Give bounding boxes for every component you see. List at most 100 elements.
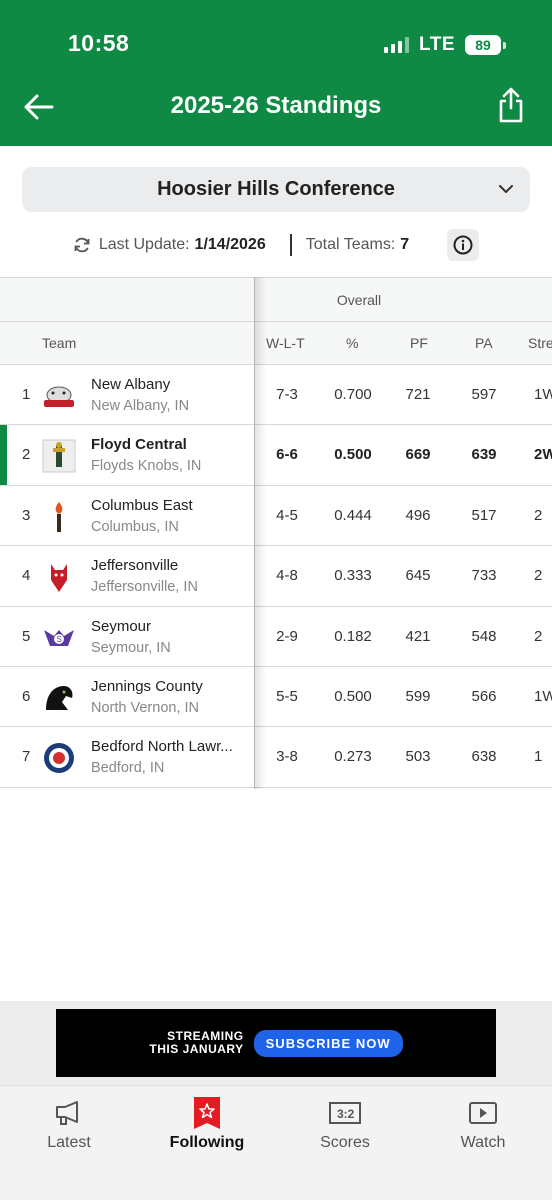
rank: 1 <box>22 386 31 403</box>
share-icon[interactable] <box>496 86 526 124</box>
page-title: 2025-26 Standings <box>170 92 382 119</box>
rank: 2 <box>22 446 31 464</box>
pct-value: 0.182 <box>334 627 372 645</box>
pa-value: 548 <box>471 627 497 645</box>
team-logo-icon <box>42 681 76 715</box>
battery-icon: 89 <box>465 35 506 55</box>
table-row[interactable]: 4 Jeffersonville Jeffersonville, IN 4-8 … <box>0 546 552 607</box>
ad-container: STREAMING THIS JANUARY SUBSCRIBE NOW <box>0 1001 552 1085</box>
tab-following[interactable]: Following <box>157 1096 257 1152</box>
team-name[interactable]: Floyd Central <box>91 436 187 454</box>
wlt-value: 3-8 <box>276 748 298 766</box>
pa-value: 638 <box>471 748 497 766</box>
team-location: Jeffersonville, IN <box>91 579 198 596</box>
col-pct[interactable]: % <box>346 335 359 351</box>
team-location: Floyds Knobs, IN <box>91 458 202 475</box>
pct-value: 0.700 <box>334 386 372 403</box>
star-icon <box>190 1096 224 1130</box>
col-pf[interactable]: PF <box>410 335 428 351</box>
back-arrow-icon[interactable] <box>22 90 56 124</box>
team-logo-icon <box>42 439 76 473</box>
status-time: 10:58 <box>68 30 130 56</box>
team-name[interactable]: Jeffersonville <box>91 557 179 575</box>
col-streak[interactable]: Streak <box>528 335 552 351</box>
signal-icon <box>384 37 410 53</box>
table-row[interactable]: 6 Jennings County North Vernon, IN 5-5 0… <box>0 667 552 728</box>
scoreboard-icon: 3:2 <box>328 1096 362 1130</box>
pf-value: 599 <box>405 687 431 705</box>
bottom-tab-bar: Latest Following 3:2 Scores Watch <box>0 1085 552 1200</box>
wlt-value: 7-3 <box>276 386 298 403</box>
streak-value: 2W <box>534 446 552 464</box>
standings-table: Overall Team W-L-T % PF PA Streak 1 New … <box>0 277 552 789</box>
table-row[interactable]: 1 New Albany New Albany, IN 7-3 0.700 72… <box>0 365 552 426</box>
tab-scores[interactable]: 3:2 Scores <box>295 1096 395 1152</box>
info-button[interactable] <box>447 229 480 261</box>
pf-value: 421 <box>405 627 431 645</box>
team-name[interactable]: Jennings County <box>91 677 203 695</box>
status-indicators: LTE 89 <box>384 34 506 56</box>
ad-subscribe-button[interactable]: SUBSCRIBE NOW <box>253 1029 403 1057</box>
pa-value: 639 <box>471 446 497 464</box>
team-location: Columbus, IN <box>91 518 179 535</box>
megaphone-icon <box>52 1096 86 1130</box>
pa-value: 517 <box>471 506 497 524</box>
team-location: New Albany, IN <box>91 398 190 414</box>
col-wlt[interactable]: W-L-T <box>266 335 305 351</box>
refresh-icon[interactable] <box>73 236 91 254</box>
svg-text:3:2: 3:2 <box>337 1107 355 1121</box>
rank: 7 <box>22 748 31 766</box>
svg-text:S: S <box>57 635 62 644</box>
tab-label: Following <box>169 1134 245 1151</box>
last-update-label: Last Update: <box>98 236 190 253</box>
ad-text: STREAMING THIS JANUARY <box>149 1030 243 1056</box>
pa-value: 733 <box>471 567 497 585</box>
tab-label: Scores <box>320 1134 370 1151</box>
conference-label: Hoosier Hills Conference <box>157 178 395 200</box>
team-logo-icon <box>42 741 76 775</box>
chevron-down-icon <box>499 185 513 193</box>
pct-value: 0.444 <box>334 506 372 524</box>
tab-label: Watch <box>460 1134 506 1151</box>
last-update-date: 1/14/2026 <box>194 236 266 253</box>
tab-latest[interactable]: Latest <box>19 1096 119 1152</box>
pct-value: 0.500 <box>334 446 372 464</box>
team-logo-icon <box>42 379 76 413</box>
table-row-selected[interactable]: 2 Floyd Central Floyds Knobs, IN 6-6 0.5… <box>0 425 552 486</box>
wlt-value: 5-5 <box>276 687 298 705</box>
wlt-value: 4-5 <box>276 506 298 524</box>
streak-value: 2 <box>534 506 543 524</box>
table-row[interactable]: 3 Columbus East Columbus, IN 4-5 0.444 4… <box>0 486 552 547</box>
app-header: 10:58 LTE 89 2025-26 Standings <box>0 0 552 146</box>
table-row[interactable]: 5 S Seymour Seymour, IN 2-9 0.182 421 54… <box>0 607 552 667</box>
conference-dropdown[interactable]: Hoosier Hills Conference <box>22 167 530 212</box>
rank: 5 <box>22 627 31 645</box>
streak-value: 1 <box>534 748 543 766</box>
pf-value: 669 <box>405 446 431 464</box>
group-header-row: Overall <box>0 277 552 322</box>
team-logo-icon <box>42 500 76 534</box>
col-team[interactable]: Team <box>42 335 77 351</box>
overall-header: Overall <box>336 292 382 308</box>
column-header-row: Team W-L-T % PF PA Streak <box>0 322 552 365</box>
team-name[interactable]: Seymour <box>91 617 152 635</box>
tab-watch[interactable]: Watch <box>433 1096 533 1152</box>
table-row[interactable]: 7 Bedford North Lawr... Bedford, IN 3-8 … <box>0 727 552 788</box>
ad-banner[interactable]: STREAMING THIS JANUARY SUBSCRIBE NOW <box>56 1009 496 1077</box>
pa-value: 597 <box>471 386 497 403</box>
team-name[interactable]: Bedford North Lawr... <box>91 738 233 756</box>
pf-value: 721 <box>405 386 431 403</box>
pf-value: 496 <box>405 506 431 524</box>
streak-value: 1W <box>534 386 552 403</box>
battery-level: 89 <box>465 35 501 55</box>
team-location: Seymour, IN <box>91 639 171 656</box>
update-info: Last Update: 1/14/2026 Total Teams: 7 <box>0 228 552 262</box>
team-name[interactable]: Columbus East <box>91 496 193 514</box>
wlt-value: 2-9 <box>276 627 298 645</box>
streak-value: 1W <box>534 687 552 705</box>
wlt-value: 6-6 <box>276 446 298 464</box>
pct-value: 0.273 <box>334 748 372 766</box>
pct-value: 0.500 <box>334 687 372 705</box>
col-pa[interactable]: PA <box>475 335 493 351</box>
team-name[interactable]: New Albany <box>91 376 171 393</box>
